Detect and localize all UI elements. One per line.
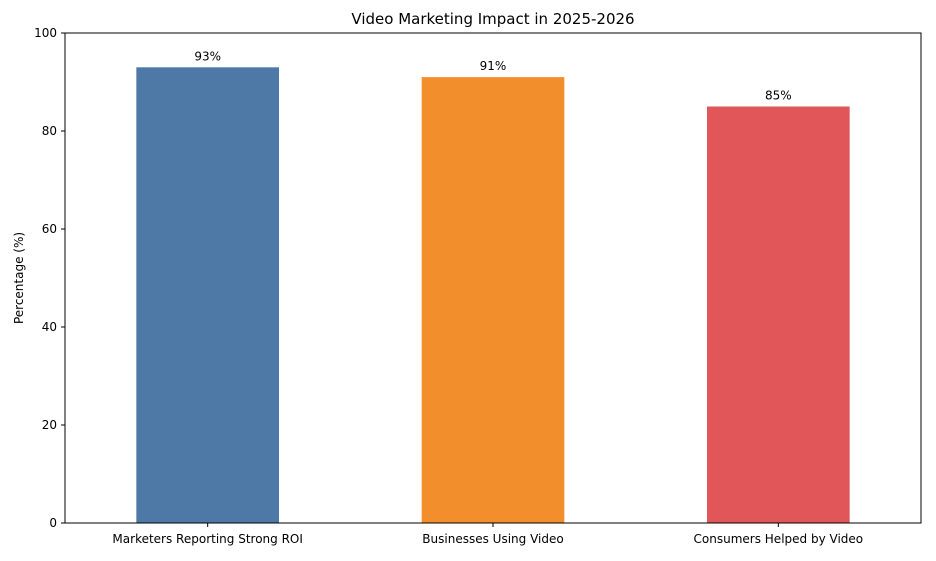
y-tick-label: 60 (42, 222, 57, 236)
chart-title: Video Marketing Impact in 2025-2026 (351, 10, 634, 28)
bar (136, 67, 279, 524)
x-axis: Marketers Reporting Strong ROI Businesses… (112, 523, 863, 546)
y-tick-label: 40 (42, 320, 57, 334)
data-label: 85% (765, 89, 792, 103)
bar (421, 77, 565, 523)
x-tick-label: Marketers Reporting Strong ROI (112, 532, 302, 546)
y-tick-label: 80 (42, 124, 57, 138)
x-tick-label: Businesses Using Video (422, 532, 563, 546)
data-label: 91% (480, 59, 507, 73)
y-axis-title: Percentage (%) (12, 232, 26, 324)
x-tick-label: Consumers Helped by Video (694, 532, 864, 546)
y-tick-label: 0 (49, 516, 57, 530)
y-tick-label: 100 (34, 26, 57, 40)
y-tick-label: 20 (42, 418, 57, 432)
bars-group (136, 67, 850, 524)
data-label: 93% (194, 49, 221, 63)
bar (707, 106, 850, 523)
data-labels-group: 93% 91% 85% (194, 49, 791, 102)
y-axis: 0 20 40 60 80 100 (34, 26, 65, 530)
